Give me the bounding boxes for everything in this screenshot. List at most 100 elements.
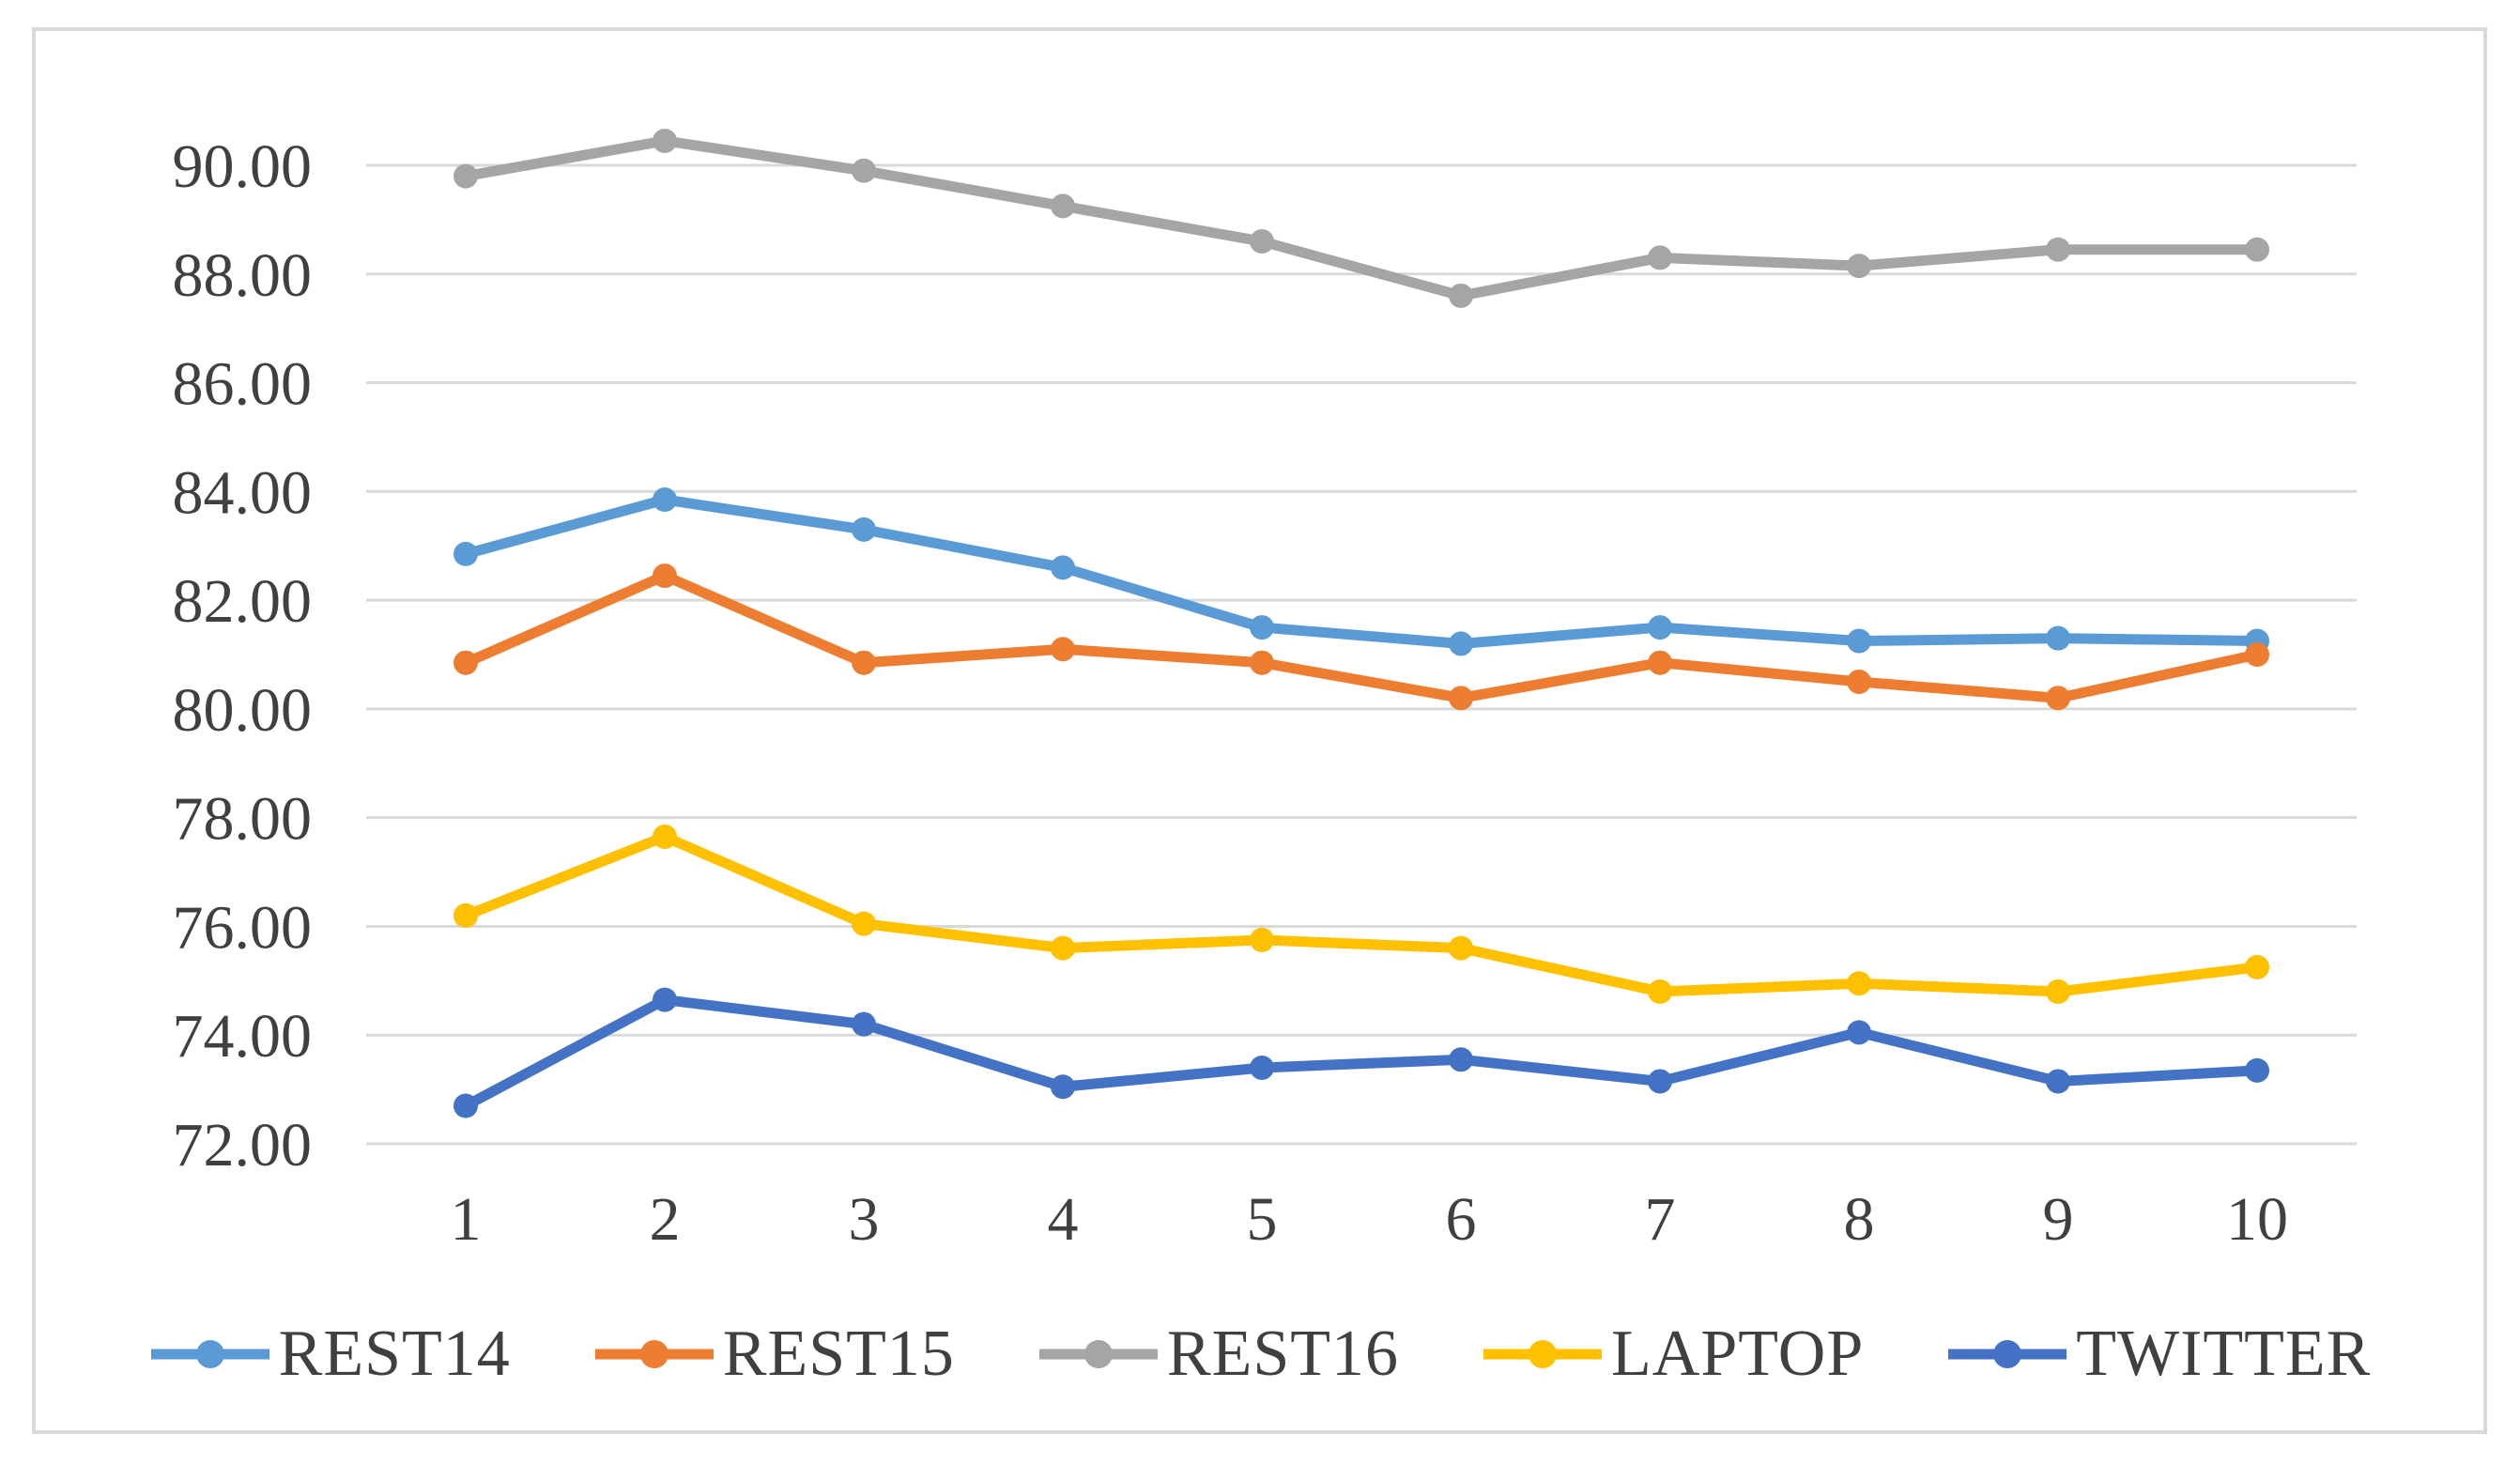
data-point-LAPTOP-2 [653, 824, 677, 849]
data-point-REST16-8 [1847, 254, 1871, 279]
data-point-LAPTOP-4 [1051, 935, 1075, 961]
data-point-TWITTER-7 [1648, 1069, 1672, 1094]
data-point-LAPTOP-6 [1449, 935, 1473, 961]
series-REST16 [453, 128, 2269, 308]
data-point-TWITTER-9 [2046, 1069, 2070, 1094]
data-point-REST15-7 [1648, 650, 1672, 675]
data-point-REST14-4 [1051, 555, 1075, 580]
data-point-REST16-1 [453, 163, 478, 189]
series-REST15 [453, 563, 2269, 711]
x-axis-label-3: 3 [849, 1185, 880, 1254]
data-point-TWITTER-1 [453, 1093, 478, 1118]
data-point-REST14-8 [1847, 628, 1871, 654]
data-point-REST16-3 [852, 158, 876, 183]
y-axis-label-80.00: 80.00 [173, 676, 313, 745]
data-point-LAPTOP-3 [852, 911, 876, 936]
x-axis-label-4: 4 [1048, 1185, 1079, 1254]
x-axis-label-10: 10 [2226, 1185, 2288, 1254]
legend-label-REST14: REST14 [278, 1318, 511, 1390]
data-point-LAPTOP-9 [2046, 979, 2070, 1004]
y-axis-label-86.00: 86.00 [173, 350, 313, 419]
data-point-TWITTER-8 [1847, 1020, 1871, 1045]
legend-circle-icon [639, 1340, 668, 1368]
data-point-LAPTOP-10 [2245, 954, 2269, 979]
legend-circle-icon [1993, 1340, 2022, 1368]
data-point-REST16-6 [1449, 283, 1473, 308]
data-point-LAPTOP-5 [1250, 927, 1274, 952]
data-point-REST16-4 [1051, 193, 1075, 219]
chart-border [32, 27, 2487, 1434]
series-TWITTER [453, 987, 2269, 1118]
legend-circle-icon [195, 1340, 224, 1368]
series-LAPTOP [453, 824, 2269, 1004]
data-point-REST14-1 [453, 541, 478, 566]
x-axis-label-7: 7 [1645, 1185, 1676, 1254]
data-point-REST15-3 [852, 650, 876, 675]
series-line-TWITTER [460, 994, 2263, 1111]
legend-item-REST15: REST15 [593, 1321, 955, 1387]
data-point-REST14-5 [1250, 615, 1274, 640]
data-point-TWITTER-10 [2245, 1057, 2269, 1083]
legend-item-REST14: REST14 [149, 1321, 511, 1387]
y-axis-label-84.00: 84.00 [173, 458, 313, 527]
legend-label-TWITTER: TWITTER [2076, 1318, 2372, 1390]
x-axis-label-2: 2 [650, 1185, 681, 1254]
data-point-REST15-5 [1250, 650, 1274, 675]
legend-marker-REST15 [594, 1340, 714, 1368]
data-point-LAPTOP-8 [1847, 971, 1871, 996]
data-point-REST15-1 [453, 650, 478, 675]
data-point-REST15-9 [2046, 686, 2070, 711]
x-axis-label-9: 9 [2043, 1185, 2074, 1254]
x-axis-label-1: 1 [451, 1185, 482, 1254]
legend-item-LAPTOP: LAPTOP [1482, 1321, 1864, 1387]
data-point-REST14-3 [852, 517, 876, 542]
y-axis-label-78.00: 78.00 [173, 785, 313, 854]
series-line-REST16 [460, 135, 2263, 301]
series-REST14 [453, 487, 2269, 656]
y-axis-label-88.00: 88.00 [173, 241, 313, 310]
data-point-REST16-2 [653, 128, 677, 153]
y-axis-label-82.00: 82.00 [173, 567, 313, 636]
x-axis-label-8: 8 [1844, 1185, 1875, 1254]
y-axis-labels: 90.00 88.00 86.00 84.00 82.00 80.00 78.00 76.00… [173, 132, 313, 1180]
gridlines [366, 163, 2357, 1146]
data-point-REST16-10 [2245, 237, 2269, 262]
data-point-REST14-9 [2046, 625, 2070, 651]
legend-label-REST15: REST15 [722, 1318, 955, 1390]
data-point-REST14-7 [1648, 615, 1672, 640]
chart-legend: REST14 REST15 REST16 LAPTOP TWITTER [38, 1307, 2482, 1401]
series-line-REST15 [460, 570, 2263, 703]
data-point-REST14-6 [1449, 631, 1473, 656]
data-point-REST15-6 [1449, 686, 1473, 711]
legend-label-REST16: REST16 [1166, 1318, 1400, 1390]
legend-marker-REST16 [1038, 1340, 1158, 1368]
data-point-TWITTER-2 [653, 987, 677, 1012]
y-axis-label-72.00: 72.00 [173, 1111, 313, 1180]
data-point-REST16-5 [1250, 229, 1274, 254]
data-point-REST15-10 [2245, 642, 2269, 668]
data-point-TWITTER-3 [852, 1011, 876, 1037]
data-point-REST15-8 [1847, 669, 1871, 694]
legend-item-REST16: REST16 [1037, 1321, 1399, 1387]
y-axis-label-74.00: 74.00 [173, 1002, 313, 1071]
series-line-REST14 [460, 494, 2263, 649]
x-axis-label-6: 6 [1446, 1185, 1477, 1254]
legend-marker-TWITTER [1948, 1340, 2067, 1368]
legend-item-TWITTER: TWITTER [1946, 1321, 2371, 1387]
data-point-REST15-2 [653, 563, 677, 589]
data-point-REST16-7 [1648, 245, 1672, 270]
legend-marker-REST14 [150, 1340, 269, 1368]
data-point-REST16-9 [2046, 237, 2070, 262]
data-point-REST15-4 [1051, 637, 1075, 662]
data-point-LAPTOP-1 [453, 902, 478, 928]
y-axis-label-90.00: 90.00 [173, 132, 313, 201]
data-point-REST14-2 [653, 487, 677, 513]
x-axis-labels: 1 2 3 4 5 6 7 8 9 10 [451, 1185, 2289, 1254]
data-point-TWITTER-5 [1250, 1055, 1274, 1080]
x-axis-label-5: 5 [1247, 1185, 1278, 1254]
legend-circle-icon [1083, 1340, 1113, 1368]
data-point-TWITTER-6 [1449, 1047, 1473, 1072]
data-point-TWITTER-4 [1051, 1074, 1075, 1100]
